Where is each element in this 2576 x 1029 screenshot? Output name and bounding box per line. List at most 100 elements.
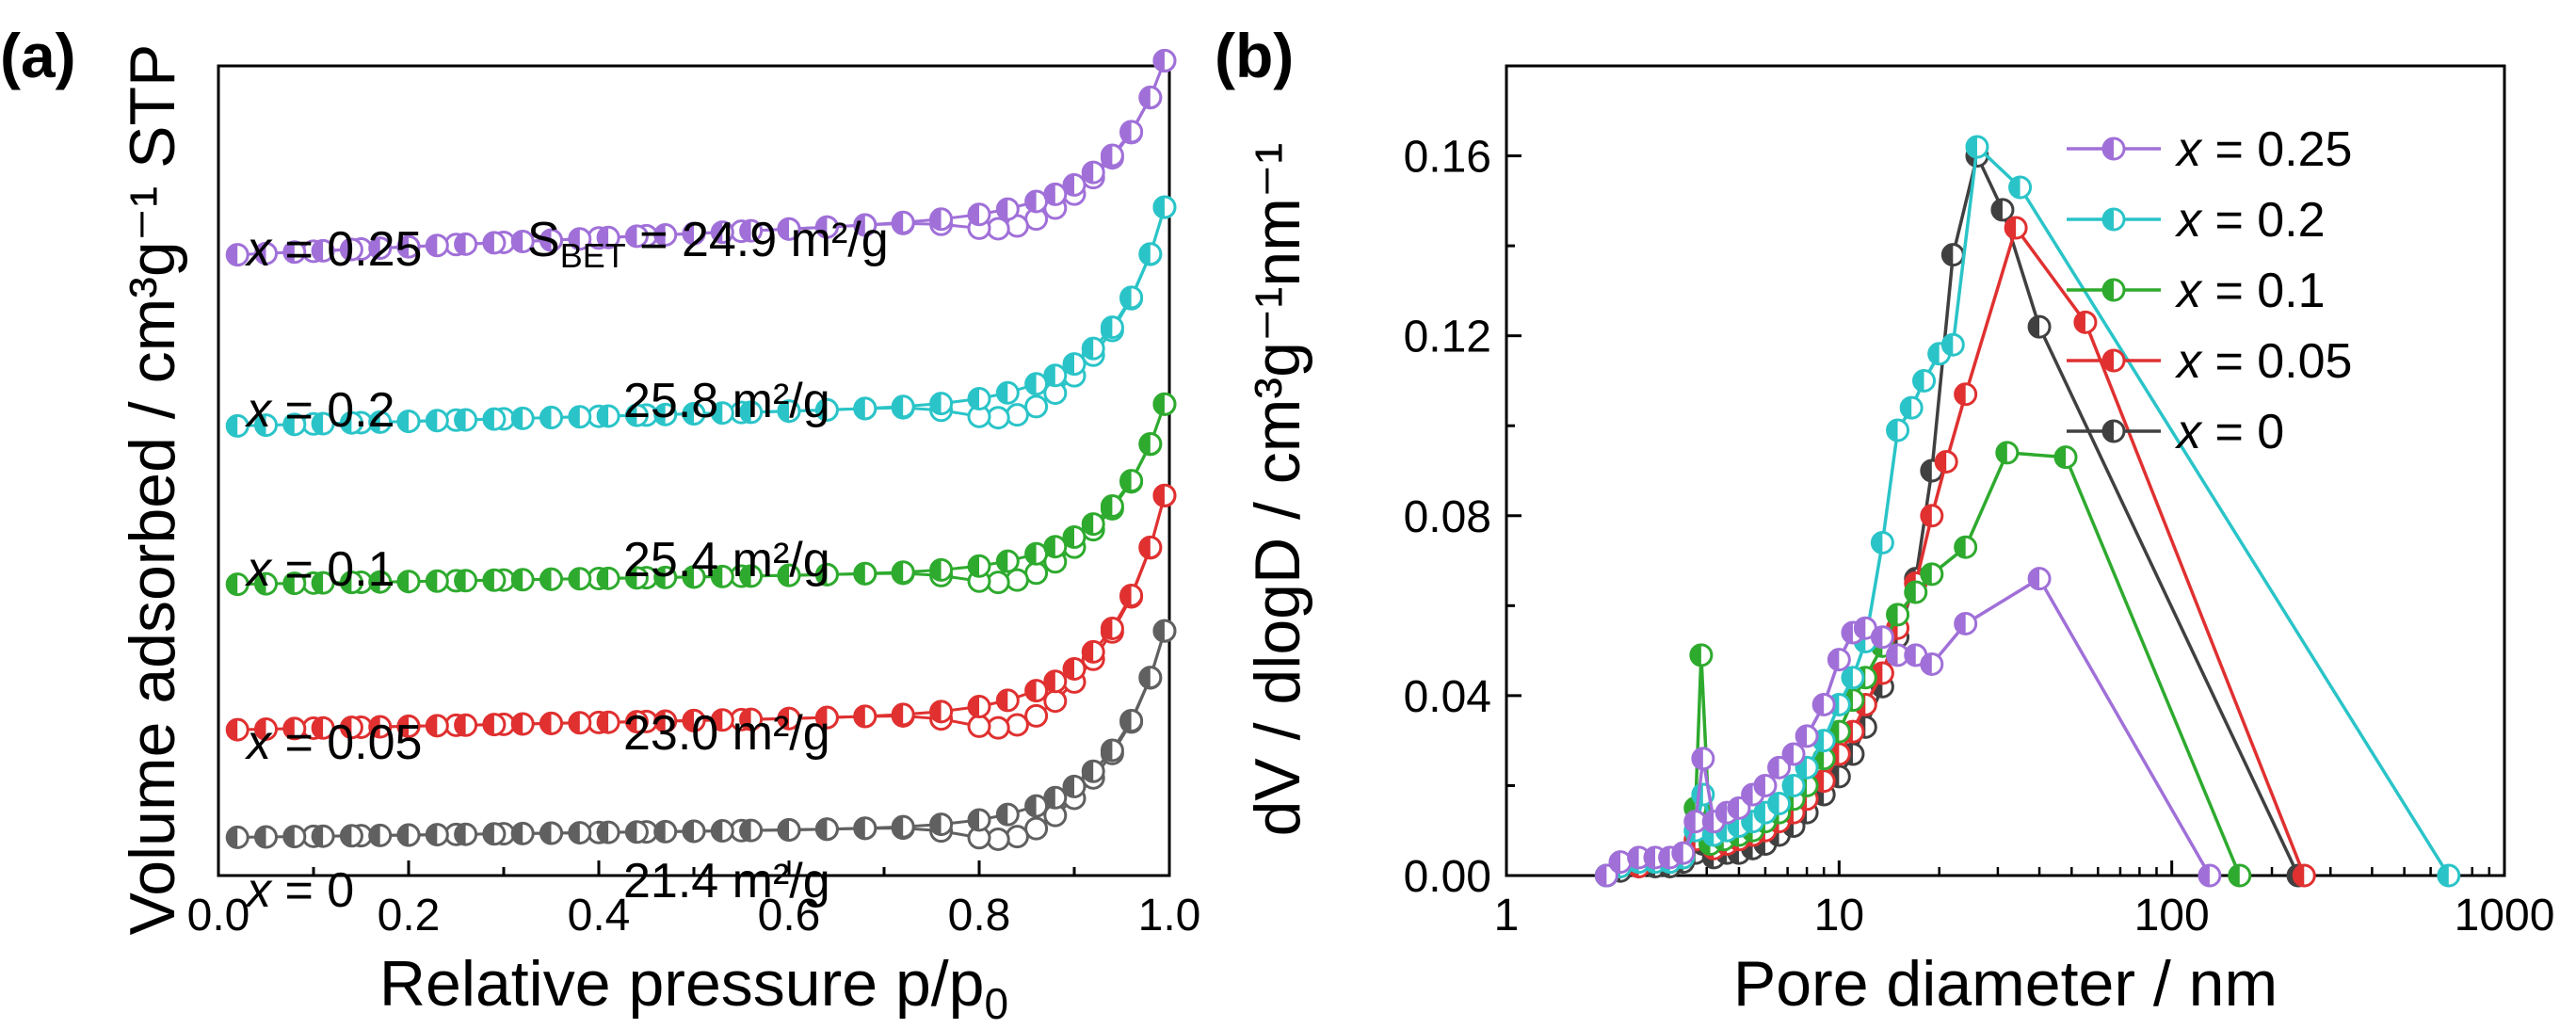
isotherm-x-axis-label: Relative pressure p/p0 xyxy=(379,948,1008,1028)
adsorption-point xyxy=(653,565,678,589)
x-tick-label: 100 xyxy=(2134,891,2210,941)
adsorption-point xyxy=(1138,431,1163,456)
desorption-point xyxy=(986,571,1010,595)
adsorption-point xyxy=(1081,512,1105,537)
curve-label: x = 0.05 xyxy=(244,715,422,770)
adsorption-point xyxy=(967,808,991,832)
adsorption-point xyxy=(967,202,991,227)
adsorption-point xyxy=(596,820,620,844)
pore-size-panel: (b) 0.00 0.04 0.08 0.12 0.16 1 10 100 1000 x = … xyxy=(1215,21,2554,1020)
pore-size-legend: x = 0.25 x = 0.2 x = 0.1 x = 0.05 x = 0 xyxy=(2067,122,2352,459)
adsorption-point xyxy=(482,713,507,737)
desorption-point xyxy=(1005,825,1029,849)
adsorption-point xyxy=(739,218,764,243)
y-tick-label: 0.16 xyxy=(1404,133,1491,183)
adsorption-point xyxy=(682,402,706,426)
isotherm-y-axis-label: Volume adsorbed / cm³g⁻¹ STP xyxy=(117,44,188,936)
adsorption-point xyxy=(624,224,649,249)
adsorption-point xyxy=(624,820,649,844)
adsorption-point xyxy=(225,243,250,267)
adsorption-point xyxy=(1119,285,1144,310)
adsorption-point xyxy=(1024,372,1049,396)
adsorption-point xyxy=(777,563,801,587)
adsorption-point xyxy=(814,705,839,730)
adsorption-point xyxy=(1119,708,1144,732)
x-tick-label: 0.8 xyxy=(948,891,1011,941)
adsorption-point xyxy=(1119,583,1144,607)
adsorption-point xyxy=(710,220,734,245)
pore-size-point xyxy=(1671,841,1696,865)
adsorption-point xyxy=(396,234,421,259)
adsorption-point xyxy=(510,406,535,430)
adsorption-point xyxy=(995,549,1020,573)
adsorption-point xyxy=(995,197,1020,221)
adsorption-point xyxy=(929,812,954,837)
legend-marker xyxy=(2101,207,2126,232)
adsorption-point xyxy=(1062,525,1087,550)
adsorption-point xyxy=(454,822,478,846)
adsorption-point xyxy=(254,571,278,596)
adsorption-point xyxy=(739,564,764,588)
pore-size-point xyxy=(1870,530,1894,555)
adsorption-point xyxy=(710,708,734,732)
bet-surface-area-label: 25.4 m²/g xyxy=(623,533,830,587)
desorption-point xyxy=(1043,689,1068,714)
pore-size-point xyxy=(1811,692,1836,716)
adsorption-point xyxy=(596,404,620,428)
x-tick-label: 0.4 xyxy=(568,891,631,941)
pore-size-point xyxy=(1920,504,1944,528)
pore-size-point xyxy=(1795,724,1819,748)
pore-size-point xyxy=(2008,175,2033,200)
adsorption-point xyxy=(282,825,307,849)
adsorption-point xyxy=(282,716,307,741)
adsorption-point xyxy=(1152,619,1177,643)
adsorption-point xyxy=(396,570,421,594)
adsorption-point xyxy=(814,215,839,239)
adsorption-point xyxy=(1043,669,1068,694)
pore-size-point xyxy=(1727,796,1751,820)
adsorption-point xyxy=(1100,315,1124,340)
pore-size-series xyxy=(1594,567,2222,888)
curve-label: x = 0.1 xyxy=(244,542,395,597)
curve-label: x = 0.2 xyxy=(244,383,395,438)
adsorption-point xyxy=(368,570,393,594)
adsorption-point xyxy=(254,716,278,741)
y-tick-label: 0.00 xyxy=(1404,852,1491,902)
adsorption-point xyxy=(1100,617,1124,641)
legend-label: x = 0.05 xyxy=(2174,334,2352,389)
pore-size-point xyxy=(2004,216,2028,240)
pore-size-point xyxy=(1954,382,1978,407)
pore-size-point xyxy=(1827,648,1851,672)
adsorption-point xyxy=(1062,352,1087,377)
isotherm-series xyxy=(225,48,1177,267)
pore-size-point xyxy=(1767,792,1792,816)
legend-item: x = 0 xyxy=(2067,405,2284,459)
adsorption-point xyxy=(1024,794,1049,818)
adsorption-point xyxy=(1081,759,1105,783)
pore-size-point xyxy=(1920,651,1944,676)
pore-size-point xyxy=(1990,198,2015,222)
legend-label: x = 0.1 xyxy=(2174,264,2326,318)
pore-size-point xyxy=(1912,368,1937,393)
adsorption-point xyxy=(282,412,307,437)
adsorption-point xyxy=(1100,143,1124,168)
adsorption-point xyxy=(1043,182,1068,206)
x-tick-label: 1000 xyxy=(2455,891,2555,941)
pore-size-point xyxy=(1715,800,1739,825)
adsorption-point xyxy=(225,825,250,849)
adsorption-point xyxy=(510,712,535,736)
isotherm-x-axis-label-subscript: 0 xyxy=(984,979,1008,1028)
pore-size-point xyxy=(1870,625,1894,650)
adsorption-point xyxy=(1138,242,1163,266)
pore-size-point xyxy=(2053,445,2078,470)
adsorption-point xyxy=(282,571,307,596)
adsorption-point xyxy=(777,217,801,241)
desorption-point xyxy=(986,406,1010,430)
adsorption-point xyxy=(510,568,535,592)
pore-size-x-ticks: 1 10 100 1000 xyxy=(1494,860,2555,941)
adsorption-point xyxy=(891,394,915,419)
adsorption-point xyxy=(891,210,915,234)
pore-size-y-ticks: 0.00 0.04 0.08 0.12 0.16 xyxy=(1404,64,1521,902)
panel-b-label: (b) xyxy=(1215,21,1294,90)
adsorption-point xyxy=(967,694,991,718)
